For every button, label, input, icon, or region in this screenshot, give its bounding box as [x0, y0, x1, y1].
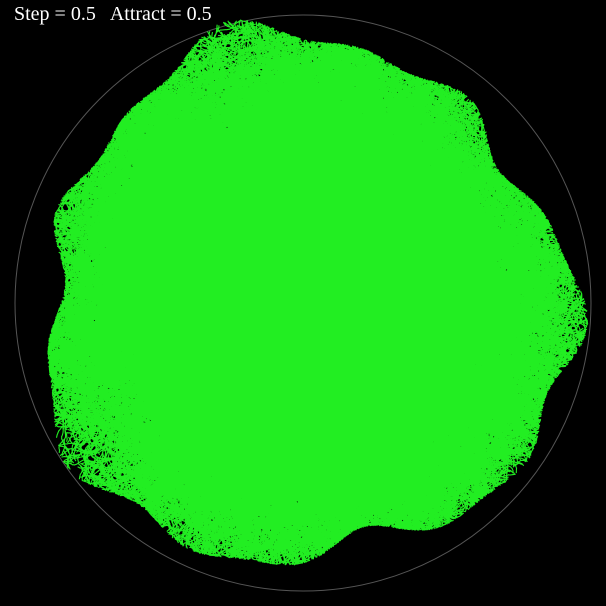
attract-label: Attract = 0.5 [110, 3, 212, 26]
step-label: Step = 0.5 [14, 3, 96, 26]
parameter-readout: Step = 0.5 Attract = 0.5 [14, 3, 212, 29]
